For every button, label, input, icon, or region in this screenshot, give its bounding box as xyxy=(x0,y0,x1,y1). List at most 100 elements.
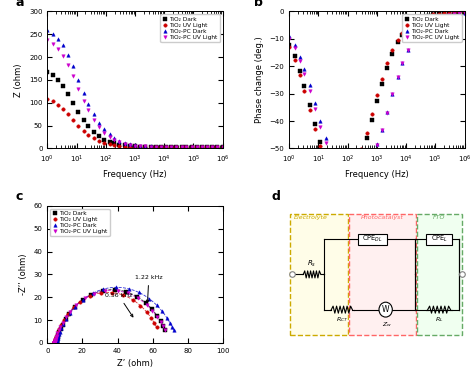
TiO₂ UV Light xyxy=(101,141,107,145)
Text: $Z_w$: $Z_w$ xyxy=(383,320,392,329)
TiO₂ Dark xyxy=(220,145,226,149)
TiO₂-PC Dark xyxy=(55,337,60,341)
TiO₂-PC Dark xyxy=(60,322,66,327)
TiO₂-PC UV Light xyxy=(91,291,97,296)
TiO₂ Dark xyxy=(328,163,333,168)
TiO₂ Dark xyxy=(297,69,303,74)
TiO₂ Dark xyxy=(54,341,59,345)
TiO₂-PC Dark xyxy=(390,92,395,96)
TiO₂-PC Dark xyxy=(54,341,59,345)
TiO₂ Dark xyxy=(117,142,122,147)
TiO₂ Dark xyxy=(358,151,364,155)
TiO₂ UV Light xyxy=(390,48,395,52)
TiO₂-PC UV Light xyxy=(369,156,375,160)
TiO₂ UV Light xyxy=(52,341,57,345)
TiO₂-PC UV Light xyxy=(52,340,57,345)
TiO₂-PC Dark xyxy=(54,340,59,344)
TiO₂-PC UV Light xyxy=(52,339,58,343)
TiO₂ Dark xyxy=(189,145,194,149)
Line: TiO₂ UV Light: TiO₂ UV Light xyxy=(46,97,224,149)
TiO₂-PC UV Light xyxy=(52,340,57,344)
TiO₂-PC UV Light xyxy=(194,145,200,149)
TiO₂-PC UV Light xyxy=(53,335,59,339)
TiO₂ Dark xyxy=(323,154,328,158)
TiO₂ UV Light xyxy=(65,112,71,116)
TiO₂ UV Light xyxy=(154,325,159,330)
TiO₂ UV Light xyxy=(415,17,421,22)
TiO₂ UV Light xyxy=(71,305,76,310)
TiO₂-PC Dark xyxy=(137,143,143,148)
TiO₂-PC Dark xyxy=(70,64,76,69)
TiO₂-PC UV Light xyxy=(447,12,452,17)
TiO₂ UV Light xyxy=(52,341,57,345)
TiO₂ Dark xyxy=(54,341,59,345)
Legend: TiO₂ Dark, TiO₂ UV Light, TiO₂-PC Dark, TiO₂-PC UV Light: TiO₂ Dark, TiO₂ UV Light, TiO₂-PC Dark, … xyxy=(50,209,109,237)
TiO₂-PC Dark xyxy=(101,127,107,132)
TiO₂-PC UV Light xyxy=(52,341,57,345)
Text: d: d xyxy=(272,190,281,203)
TiO₂ Dark xyxy=(348,169,354,174)
TiO₂-PC UV Light xyxy=(400,61,405,66)
Y-axis label: Z (ohm): Z (ohm) xyxy=(15,63,24,97)
TiO₂-PC Dark xyxy=(86,101,91,106)
TiO₂-PC UV Light xyxy=(70,74,76,79)
TiO₂ Dark xyxy=(101,137,107,142)
TiO₂ Dark xyxy=(123,290,129,294)
TiO₂-PC Dark xyxy=(91,112,97,117)
TiO₂-PC Dark xyxy=(126,287,131,291)
TiO₂-PC UV Light xyxy=(67,309,73,314)
TiO₂-PC UV Light xyxy=(318,125,323,130)
X-axis label: Z’ (ohm): Z’ (ohm) xyxy=(117,359,153,368)
TiO₂-PC UV Light xyxy=(107,134,112,139)
TiO₂-PC Dark xyxy=(63,317,69,321)
TiO₂ UV Light xyxy=(318,143,323,148)
TiO₂ UV Light xyxy=(56,327,62,331)
TiO₂ UV Light xyxy=(163,145,169,150)
TiO₂-PC UV Light xyxy=(153,145,159,149)
TiO₂-PC UV Light xyxy=(405,48,410,53)
FancyBboxPatch shape xyxy=(417,214,462,335)
TiO₂ Dark xyxy=(72,304,78,309)
Line: TiO₂-PC UV Light: TiO₂-PC UV Light xyxy=(53,289,166,344)
TiO₂-PC UV Light xyxy=(60,53,65,58)
TiO₂-PC UV Light xyxy=(52,341,57,345)
TiO₂-PC Dark xyxy=(420,25,426,29)
TiO₂ Dark xyxy=(55,332,61,337)
TiO₂-PC UV Light xyxy=(52,338,58,343)
TiO₂ UV Light xyxy=(127,145,133,149)
TiO₂-PC UV Light xyxy=(436,15,442,20)
TiO₂ UV Light xyxy=(328,165,333,170)
Text: Photocatalyst: Photocatalyst xyxy=(361,215,404,220)
TiO₂ UV Light xyxy=(148,316,154,320)
TiO₂-PC UV Light xyxy=(50,42,55,46)
TiO₂-PC Dark xyxy=(173,145,179,149)
TiO₂ UV Light xyxy=(143,145,148,150)
TiO₂-PC UV Light xyxy=(173,145,179,149)
TiO₂-PC Dark xyxy=(292,43,297,47)
TiO₂-PC UV Light xyxy=(148,144,154,149)
Line: TiO₂ Dark: TiO₂ Dark xyxy=(46,70,224,149)
TiO₂ Dark xyxy=(54,340,59,345)
TiO₂ Dark xyxy=(60,83,65,88)
TiO₂-PC Dark xyxy=(54,338,60,342)
Text: CPE$_{DL}$: CPE$_{DL}$ xyxy=(362,234,383,244)
TiO₂ Dark xyxy=(153,145,159,149)
Y-axis label: Phase change (deg.): Phase change (deg.) xyxy=(255,37,264,123)
TiO₂ Dark xyxy=(163,145,169,149)
TiO₂ Dark xyxy=(333,171,338,175)
TiO₂ Dark xyxy=(292,54,297,59)
Circle shape xyxy=(379,302,392,317)
TiO₂-PC Dark xyxy=(54,340,59,345)
TiO₂-PC UV Light xyxy=(205,145,210,149)
TiO₂ Dark xyxy=(134,295,140,299)
TiO₂ Dark xyxy=(405,26,410,31)
TiO₂ UV Light xyxy=(52,341,57,345)
TiO₂-PC Dark xyxy=(54,341,59,345)
TiO₂-PC Dark xyxy=(50,32,55,36)
TiO₂-PC UV Light xyxy=(149,308,155,313)
TiO₂-PC Dark xyxy=(338,169,344,174)
TiO₂ Dark xyxy=(143,144,148,149)
TiO₂-PC Dark xyxy=(65,53,71,57)
Line: TiO₂-PC UV Light: TiO₂-PC UV Light xyxy=(288,11,466,182)
TiO₂ Dark xyxy=(54,339,60,343)
